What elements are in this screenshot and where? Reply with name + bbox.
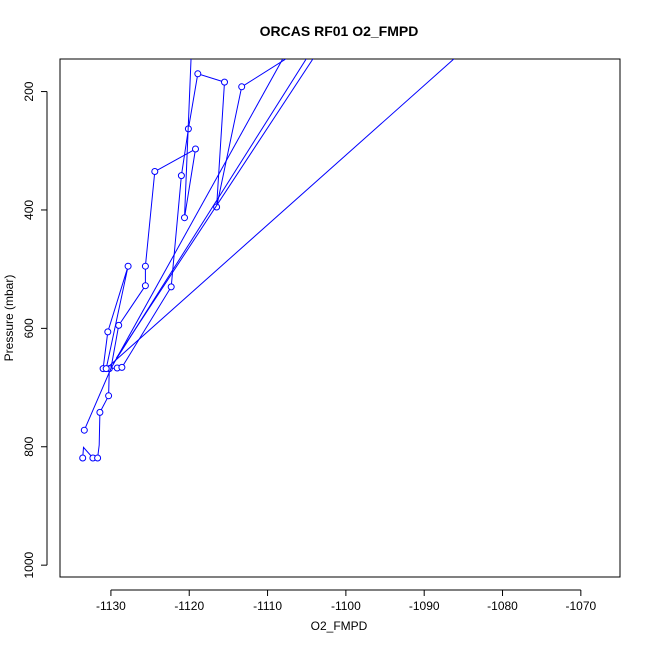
data-point (238, 83, 246, 91)
chart-title: ORCAS RF01 O2_FMPD (260, 23, 419, 39)
series-layer (79, 59, 455, 462)
y-axis-label: Pressure (mbar) (2, 275, 16, 362)
data-point (192, 145, 199, 153)
data-point (194, 70, 202, 78)
data-point (104, 328, 112, 336)
data-point (94, 454, 102, 462)
data-point (167, 283, 175, 291)
x-tick-label: -1090 (409, 599, 440, 613)
data-point (221, 78, 228, 86)
series-line-6 (115, 59, 314, 359)
data-point (105, 392, 113, 400)
x-tick-label: -1130 (96, 599, 126, 613)
x-axis-label: O2_FMPD (311, 619, 368, 633)
series-line-1 (82, 59, 287, 459)
data-point (141, 282, 149, 290)
series-line-4 (110, 59, 284, 369)
x-tick-label: -1100 (331, 599, 361, 613)
data-point (118, 363, 126, 371)
data-point (177, 172, 185, 180)
y-axis: 200 400 600 800 1000 (22, 81, 48, 579)
data-point (96, 408, 104, 416)
data-point (141, 262, 149, 270)
series-line-2 (83, 59, 197, 431)
data-point (115, 321, 123, 329)
data-point (124, 262, 132, 270)
x-axis: -1130 -1120 -1110 -1100 -1090 -1080 -1070 (96, 589, 597, 613)
y-tick-label: 200 (22, 81, 36, 101)
y-tick-label: 600 (22, 318, 36, 338)
data-point (181, 214, 188, 222)
x-tick-label: -1080 (487, 599, 518, 613)
data-point (151, 168, 159, 175)
data-point (79, 454, 87, 462)
x-tick-label: -1070 (565, 599, 596, 613)
series-line-3 (102, 59, 455, 370)
data-point (102, 365, 110, 373)
data-point (80, 426, 88, 434)
x-tick-label: -1120 (174, 599, 204, 613)
series-line-5 (112, 59, 307, 365)
y-tick-label: 400 (22, 200, 36, 220)
y-tick-label: 800 (22, 436, 36, 456)
x-tick-label: -1110 (253, 599, 282, 613)
plot-frame (59, 58, 621, 578)
y-tick-label: 1000 (22, 551, 36, 578)
